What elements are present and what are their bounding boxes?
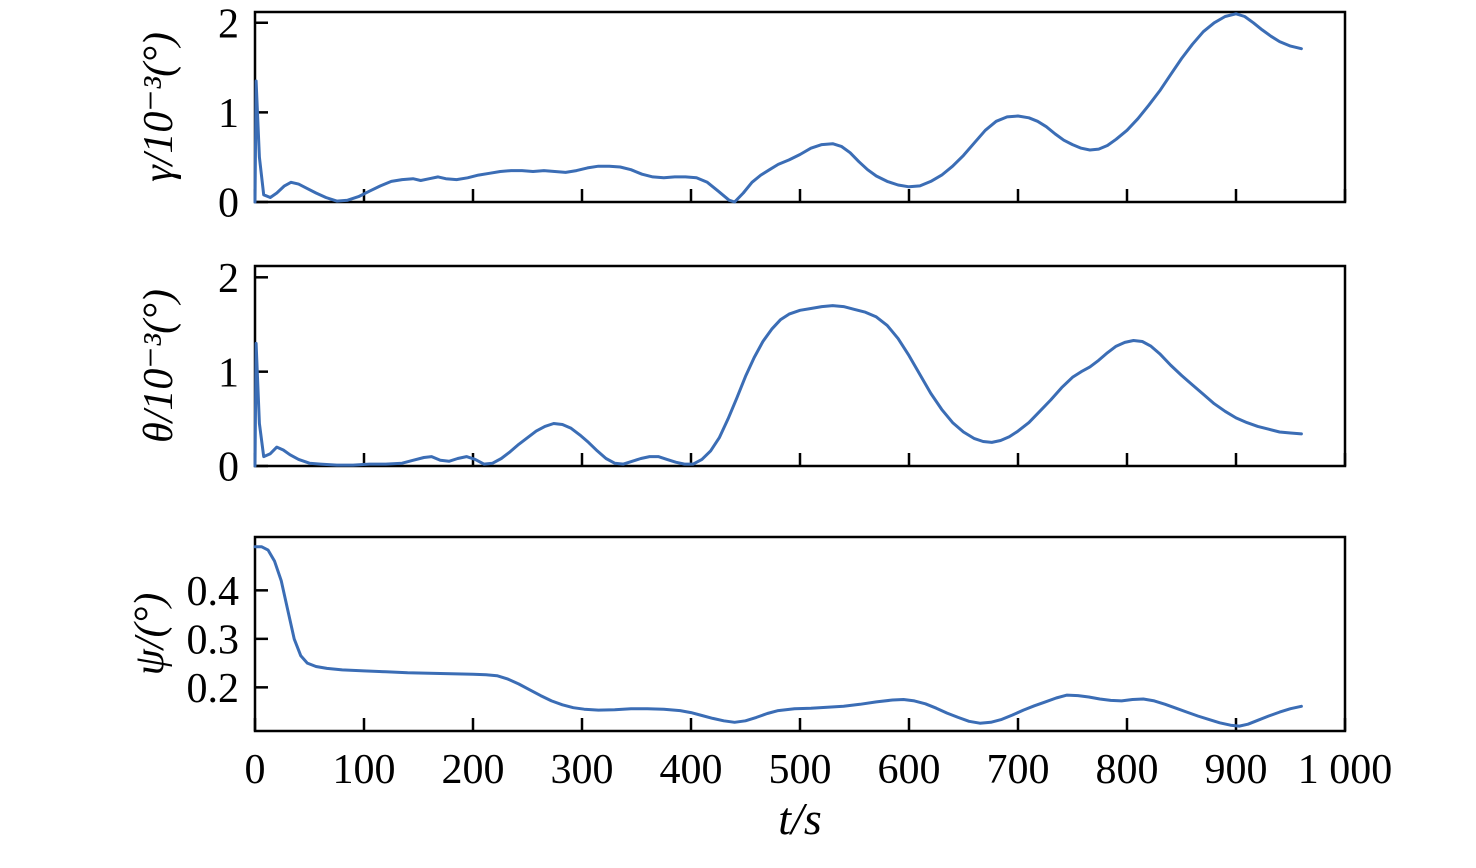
x-tick-label: 500 (769, 747, 832, 793)
series-line (253, 12, 1303, 204)
y-tick-label: 0 (218, 181, 239, 227)
y-tick-label: 0 (218, 445, 239, 491)
y-tick-label: 1 (218, 350, 239, 396)
y-tick-label: 0.4 (187, 569, 240, 615)
y-tick-label: 0.3 (187, 618, 240, 664)
x-tick-label: 600 (878, 747, 941, 793)
x-tick-label: 400 (660, 747, 723, 793)
x-tick-label: 100 (333, 747, 396, 793)
y-tick-label: 1 (218, 91, 239, 137)
y-axis-label-gamma: γ/10⁻³(°) (136, 32, 182, 182)
y-axis-label-theta: θ/10⁻³(°) (136, 289, 182, 443)
x-tick-label: 0 (245, 747, 266, 793)
x-tick-label: 300 (551, 747, 614, 793)
x-axis-label: t/s (778, 793, 822, 844)
x-tick-label: 1 000 (1298, 747, 1393, 793)
y-tick-label: 2 (218, 1, 239, 47)
x-tick-label: 900 (1205, 747, 1268, 793)
y-tick-label: 0.2 (187, 666, 240, 712)
axis-border (253, 10, 1347, 204)
x-tick-label: 700 (987, 747, 1050, 793)
x-tick-label: 200 (442, 747, 505, 793)
axis-border (253, 264, 1347, 468)
y-axis-label-psi: ψ/(°) (127, 592, 173, 676)
axis-border (253, 535, 1347, 733)
series-line (253, 545, 1303, 728)
y-tick-label: 2 (218, 256, 239, 302)
x-tick-label: 800 (1096, 747, 1159, 793)
series-line (253, 304, 1303, 468)
